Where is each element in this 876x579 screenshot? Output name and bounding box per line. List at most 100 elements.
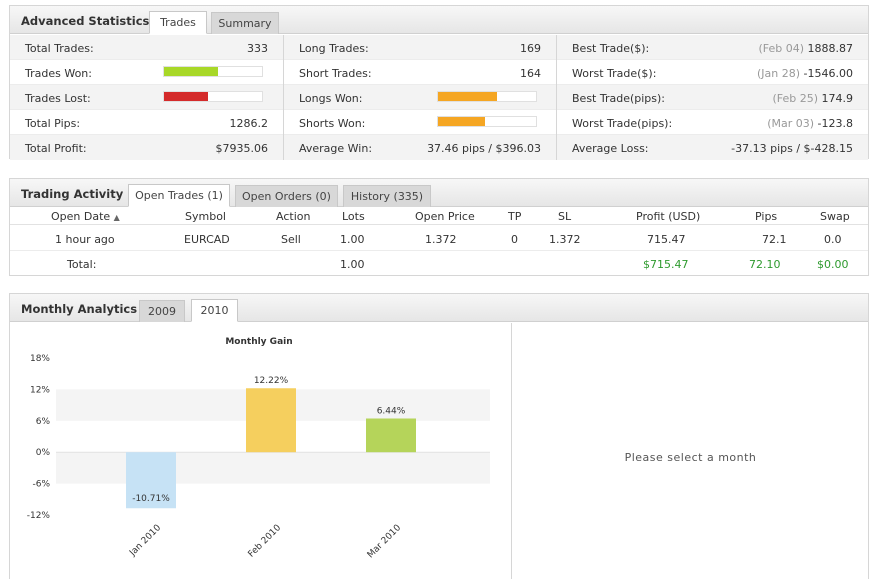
bar-mar-2010 bbox=[366, 418, 416, 453]
stat-label: Long Trades: bbox=[299, 42, 369, 55]
column-header-label: Open Date bbox=[51, 210, 111, 223]
column-divider bbox=[556, 35, 557, 160]
tab-history[interactable]: History (335) bbox=[343, 185, 431, 207]
cell-sl: 1.372 bbox=[549, 233, 581, 246]
stats-column-1: Total Trades: 333 Trades Won: Trades Los… bbox=[10, 35, 283, 160]
stat-value: $7935.06 bbox=[215, 142, 269, 155]
trading-activity-title: Trading Activity bbox=[21, 187, 124, 201]
table-total-row: Total: 1.00 $715.47 72.10 $0.00 bbox=[10, 251, 868, 276]
tab-year-2010[interactable]: 2010 bbox=[191, 299, 238, 322]
column-header-open-date[interactable]: Open Date ▲ bbox=[51, 210, 120, 223]
tab-open-trades[interactable]: Open Trades (1) bbox=[128, 184, 230, 207]
total-lots: 1.00 bbox=[340, 258, 365, 271]
table-row[interactable]: 1 hour ago EURCAD Sell 1.00 1.372 0 1.37… bbox=[10, 226, 868, 251]
stat-label: Longs Won: bbox=[299, 92, 363, 105]
stat-trades-won: Trades Won: bbox=[10, 60, 283, 85]
stat-value: -37.13 pips / $-428.15 bbox=[731, 142, 853, 155]
column-header-tp[interactable]: TP bbox=[508, 210, 522, 223]
y-tick-label: -12% bbox=[27, 511, 51, 521]
stat-label: Trades Won: bbox=[25, 67, 92, 80]
cell-tp: 0 bbox=[511, 233, 518, 246]
chart-title: Monthly Gain bbox=[225, 337, 292, 347]
cell-open-date: 1 hour ago bbox=[55, 233, 115, 246]
y-tick-label: 18% bbox=[30, 354, 50, 364]
tab-year-2009[interactable]: 2009 bbox=[139, 300, 185, 322]
cell-swap: 0.0 bbox=[824, 233, 842, 246]
stat-label: Total Pips: bbox=[25, 117, 81, 130]
stat-best-trade-pips: Best Trade(pips): (Feb 25) 174.9 bbox=[557, 85, 868, 110]
stat-amount: 174.9 bbox=[821, 92, 854, 105]
column-header-pips[interactable]: Pips bbox=[755, 210, 778, 223]
column-header-swap[interactable]: Swap bbox=[820, 210, 850, 223]
trades-won-bar bbox=[163, 66, 263, 77]
stats-column-2: Long Trades: 169 Short Trades: 164 Longs… bbox=[284, 35, 556, 160]
stat-total-trades: Total Trades: 333 bbox=[10, 35, 283, 60]
bar-feb-2010 bbox=[246, 388, 296, 453]
stat-date: (Mar 03) bbox=[767, 117, 815, 130]
trades-lost-bar bbox=[163, 91, 263, 102]
total-swap: $0.00 bbox=[817, 258, 849, 271]
month-detail-pane: Please select a month bbox=[511, 323, 868, 579]
stat-label: Worst Trade($): bbox=[572, 67, 657, 80]
x-tick-label: Feb 2010 bbox=[247, 523, 284, 560]
stat-shorts-won: Shorts Won: bbox=[284, 110, 556, 135]
column-divider bbox=[283, 35, 284, 160]
advanced-statistics-title: Advanced Statistics bbox=[21, 14, 150, 28]
stat-amount: 1888.87 bbox=[807, 42, 854, 55]
stat-label: Total Profit: bbox=[25, 142, 87, 155]
trades-won-bar-fill bbox=[164, 67, 218, 76]
x-tick-label: Jan 2010 bbox=[127, 523, 163, 559]
stat-label: Short Trades: bbox=[299, 67, 372, 80]
total-pips: 72.10 bbox=[749, 258, 781, 271]
cell-open-price: 1.372 bbox=[425, 233, 457, 246]
stat-label: Average Win: bbox=[299, 142, 373, 155]
chart-grid-band bbox=[56, 452, 490, 484]
stat-longs-won: Longs Won: bbox=[284, 85, 556, 110]
longs-won-bar-fill bbox=[438, 92, 497, 101]
stat-value: 164 bbox=[520, 67, 541, 80]
stat-short-trades: Short Trades: 164 bbox=[284, 60, 556, 85]
stat-label: Shorts Won: bbox=[299, 117, 366, 130]
cell-lots: 1.00 bbox=[340, 233, 365, 246]
column-header-sl[interactable]: SL bbox=[558, 210, 572, 223]
stat-label: Trades Lost: bbox=[25, 92, 91, 105]
cell-profit: 715.47 bbox=[647, 233, 686, 246]
select-month-message: Please select a month bbox=[624, 451, 757, 464]
advanced-statistics-header: Advanced Statistics Trades Summary bbox=[10, 6, 868, 34]
trades-lost-bar-fill bbox=[164, 92, 209, 101]
tab-open-orders[interactable]: Open Orders (0) bbox=[235, 185, 338, 207]
shorts-won-bar-fill bbox=[438, 117, 486, 126]
stat-value: 169 bbox=[520, 42, 541, 55]
stat-label: Worst Trade(pips): bbox=[572, 117, 673, 130]
stat-label: Total Trades: bbox=[25, 42, 94, 55]
column-header-lots[interactable]: Lots bbox=[342, 210, 365, 223]
column-header-action[interactable]: Action bbox=[276, 210, 311, 223]
stat-amount: -1546.00 bbox=[803, 67, 853, 80]
cell-symbol: EURCAD bbox=[184, 233, 230, 246]
monthly-gain-chart: Monthly Gain -12% -6% 0% 6% 12% 18% -10.71% Jan … bbox=[10, 323, 511, 579]
stat-value: 333 bbox=[247, 42, 268, 55]
advanced-statistics-panel: Advanced Statistics Trades Summary Total… bbox=[9, 5, 869, 160]
total-profit: $715.47 bbox=[643, 258, 689, 271]
stat-value: (Feb 25) 174.9 bbox=[772, 92, 853, 105]
stat-long-trades: Long Trades: 169 bbox=[284, 35, 556, 60]
x-tick-label: Mar 2010 bbox=[366, 523, 403, 560]
y-tick-label: 12% bbox=[30, 385, 50, 395]
stat-label: Average Loss: bbox=[572, 142, 649, 155]
column-header-profit[interactable]: Profit (USD) bbox=[636, 210, 701, 223]
column-header-open-price[interactable]: Open Price bbox=[415, 210, 475, 223]
tab-trades[interactable]: Trades bbox=[149, 11, 207, 34]
y-tick-label: 0% bbox=[36, 448, 51, 458]
longs-won-bar bbox=[437, 91, 537, 102]
stat-value: 37.46 pips / $396.03 bbox=[427, 142, 541, 155]
column-header-symbol[interactable]: Symbol bbox=[185, 210, 226, 223]
tab-summary[interactable]: Summary bbox=[211, 12, 279, 34]
y-tick-label: 6% bbox=[36, 417, 51, 427]
stat-date: (Feb 04) bbox=[758, 42, 804, 55]
monthly-gain-chart-svg: Monthly Gain -12% -6% 0% 6% 12% 18% -10.71% Jan … bbox=[27, 337, 490, 560]
stat-average-loss: Average Loss: -37.13 pips / $-428.15 bbox=[557, 135, 868, 160]
data-label: 6.44% bbox=[377, 406, 406, 416]
stat-amount: -123.8 bbox=[817, 117, 853, 130]
monthly-analytics-header: Monthly Analytics 2009 2010 bbox=[10, 294, 868, 322]
stat-average-win: Average Win: 37.46 pips / $396.03 bbox=[284, 135, 556, 160]
